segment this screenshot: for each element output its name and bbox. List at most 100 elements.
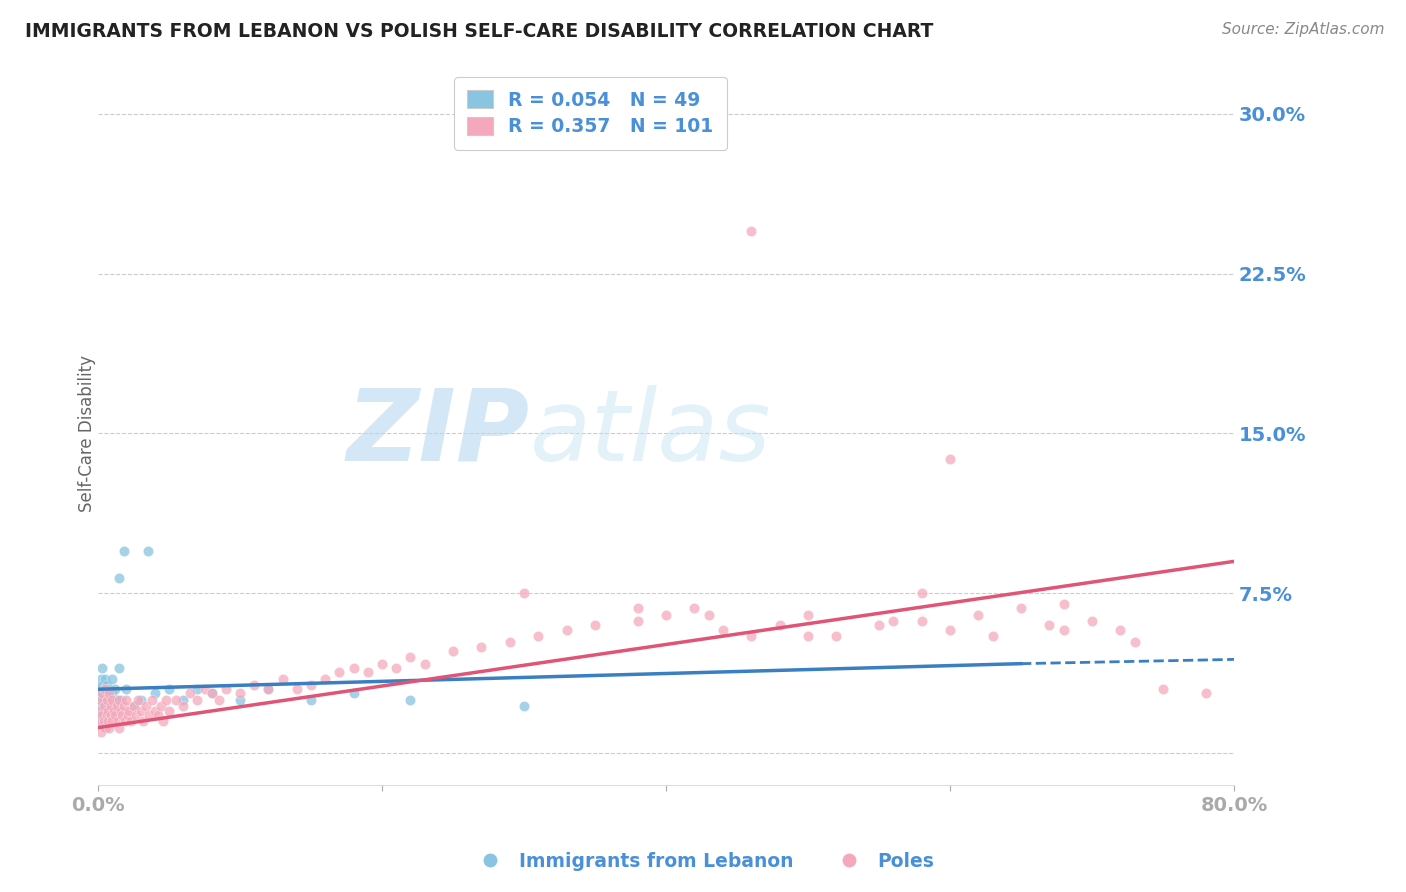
Point [90,707,112,722]
Point [103,699,125,714]
Point [583,618,606,632]
Point [201,686,224,700]
Point [141,693,163,707]
Point [89,682,111,697]
Point [1194,686,1216,700]
Point [90,686,112,700]
Point [143,686,166,700]
Point [939,623,962,637]
Point [98,699,121,714]
Point [96,707,118,722]
Point [470,640,492,654]
Point [343,661,366,675]
Point [193,682,215,697]
Point [93,682,115,697]
Point [165,693,187,707]
Point [97,704,120,718]
Point [91,686,114,700]
Point [114,714,136,729]
Point [186,693,208,707]
Point [129,704,152,718]
Point [125,707,148,722]
Point [179,686,201,700]
Point [107,714,129,729]
Point [115,682,138,697]
Point [740,224,762,238]
Point [882,614,904,628]
Point [868,618,890,632]
Point [90,699,112,714]
Point [981,629,1004,643]
Point [939,452,962,467]
Point [399,650,422,665]
Point [299,678,322,692]
Text: IMMIGRANTS FROM LEBANON VS POLISH SELF-CARE DISABILITY CORRELATION CHART: IMMIGRANTS FROM LEBANON VS POLISH SELF-C… [25,22,934,41]
Text: Source: ZipAtlas.com: Source: ZipAtlas.com [1222,22,1385,37]
Point [157,682,180,697]
Point [93,699,115,714]
Point [105,699,128,714]
Point [1109,623,1132,637]
Point [97,686,120,700]
Point [101,686,124,700]
Point [111,707,134,722]
Point [98,686,121,700]
Point [136,543,159,558]
Point [343,686,366,700]
Point [94,721,117,735]
Point [229,686,252,700]
Point [98,721,121,735]
Point [441,644,464,658]
Point [91,678,114,692]
Point [201,686,224,700]
Point [101,714,124,729]
Point [285,682,308,697]
Point [101,672,124,686]
Point [513,586,536,600]
Point [257,682,280,697]
Point [152,714,174,729]
Point [711,623,734,637]
Point [967,607,990,622]
Point [155,693,177,707]
Point [627,601,650,615]
Point [90,672,112,686]
Point [1010,601,1032,615]
Legend: Immigrants from Lebanon, Poles: Immigrants from Lebanon, Poles [464,844,942,878]
Point [108,693,131,707]
Point [797,607,820,622]
Point [91,714,114,729]
Point [146,707,169,722]
Point [1038,618,1060,632]
Point [797,629,820,643]
Point [911,586,934,600]
Point [91,689,114,703]
Point [314,672,336,686]
Point [93,693,115,707]
Point [127,693,149,707]
Point [100,693,122,707]
Point [91,661,114,675]
Point [89,704,111,718]
Point [132,714,155,729]
Point [101,693,124,707]
Point [104,707,127,722]
Point [1052,623,1074,637]
Point [257,682,280,697]
Point [96,693,118,707]
Point [90,724,112,739]
Point [357,665,380,680]
Point [328,665,350,680]
Point [122,699,145,714]
Point [769,618,792,632]
Point [399,693,422,707]
Point [215,682,238,697]
Point [108,721,131,735]
Point [108,661,131,675]
Point [115,693,138,707]
Point [97,714,120,729]
Point [112,543,135,558]
Point [172,693,194,707]
Point [110,693,132,707]
Point [138,707,160,722]
